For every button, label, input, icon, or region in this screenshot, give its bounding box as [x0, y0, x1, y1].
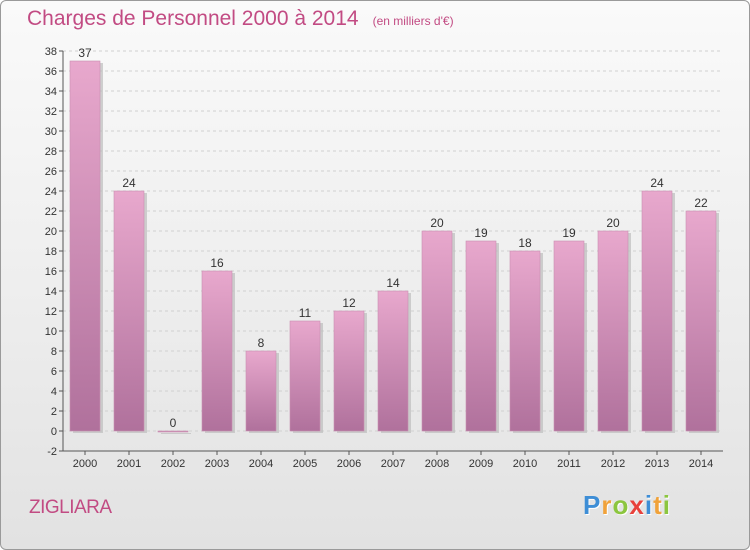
bar-shadow	[161, 433, 191, 434]
y-tick-label: 28	[45, 146, 57, 158]
x-tick-label: 2013	[645, 458, 669, 470]
bar	[157, 430, 189, 433]
bar	[377, 290, 409, 432]
y-tick-label: 24	[45, 186, 57, 198]
x-tick-label: 2012	[601, 458, 625, 470]
data-label: 24	[122, 176, 136, 190]
bar	[201, 270, 233, 432]
bar	[509, 250, 541, 432]
y-tick-label: 26	[45, 166, 57, 178]
x-tick-label: 2002	[161, 458, 185, 470]
chart-title: Charges de Personnel 2000 à 2014 (en mill…	[27, 7, 454, 31]
chart-subtitle: (en milliers d'€)	[372, 14, 454, 28]
data-label: 16	[210, 256, 224, 270]
x-tick-label: 2014	[689, 458, 713, 470]
y-tick-label: 8	[51, 346, 57, 358]
bar	[113, 190, 145, 432]
y-tick-label: 34	[45, 86, 57, 98]
y-tick-label: 32	[45, 106, 57, 118]
x-tick-label: 2004	[249, 458, 273, 470]
data-label: 22	[694, 196, 708, 210]
bar	[333, 310, 365, 432]
y-tick-label: 6	[51, 366, 57, 378]
x-tick-label: 2011	[557, 458, 581, 470]
y-tick-label: 30	[45, 126, 57, 138]
y-tick-label: 12	[45, 306, 57, 318]
x-tick-label: 2005	[293, 458, 317, 470]
x-tick-label: 2009	[469, 458, 493, 470]
data-labels: 37 24 0 16 8 11 12 14 20 19 18 19 20 24 22	[78, 46, 708, 430]
x-tick-label: 2000	[73, 458, 97, 470]
y-tick-label: 20	[45, 226, 57, 238]
data-label: 19	[474, 226, 488, 240]
data-label: 8	[258, 336, 265, 350]
bar	[465, 240, 497, 432]
logo-letter: i	[644, 490, 654, 520]
x-tick-label: 2003	[205, 458, 229, 470]
logo-letter: r	[601, 490, 613, 520]
data-label: 24	[650, 176, 664, 190]
y-tick-label: 18	[45, 246, 57, 258]
data-label: 20	[606, 216, 620, 230]
x-tick-label: 2001	[117, 458, 141, 470]
y-tick-label: 4	[51, 386, 57, 398]
data-label: 12	[342, 296, 356, 310]
data-label: 18	[518, 236, 532, 250]
y-tick-label: 0	[51, 426, 57, 438]
y-tick-label: 16	[45, 266, 57, 278]
x-tick-label: 2008	[425, 458, 449, 470]
bar	[245, 350, 277, 432]
data-label: 14	[386, 276, 400, 290]
x-tick-labels: 2000 2001 2002 2003 2004 2005 2006 2007 2008 2009…	[73, 458, 713, 470]
y-tick-label: 2	[51, 406, 57, 418]
x-tick-label: 2007	[381, 458, 405, 470]
y-tick-label: 10	[45, 326, 57, 338]
bars	[69, 60, 719, 434]
y-tick-label: 36	[45, 66, 57, 78]
bar	[69, 60, 101, 432]
logo-letter: P	[583, 490, 602, 520]
data-label: 0	[170, 416, 177, 430]
logo-letter: t	[653, 490, 663, 520]
bar	[553, 240, 585, 432]
data-label: 20	[430, 216, 444, 230]
x-tick-label: 2006	[337, 458, 361, 470]
data-label: 11	[299, 306, 312, 320]
commune-name: ZIGLIARA	[29, 497, 112, 518]
proxiti-logo[interactable]: Proxiti	[583, 490, 671, 521]
bar	[685, 210, 717, 432]
title-text: Charges de Personnel 2000 à 2014	[27, 7, 359, 30]
logo-letter: o	[612, 490, 630, 520]
data-label: 37	[78, 46, 92, 60]
logo-letter: x	[629, 490, 645, 520]
x-tick-label: 2010	[513, 458, 537, 470]
data-label: 19	[562, 226, 576, 240]
y-tick-label: -2	[47, 446, 57, 458]
bar	[421, 230, 453, 432]
bar	[641, 190, 673, 432]
axes	[59, 50, 723, 455]
bar	[289, 320, 321, 432]
bar	[597, 230, 629, 432]
y-tick-label: 14	[45, 286, 57, 298]
y-tick-label: 38	[45, 46, 57, 58]
y-tick-label: 22	[45, 206, 57, 218]
logo-letter: i	[662, 490, 671, 520]
